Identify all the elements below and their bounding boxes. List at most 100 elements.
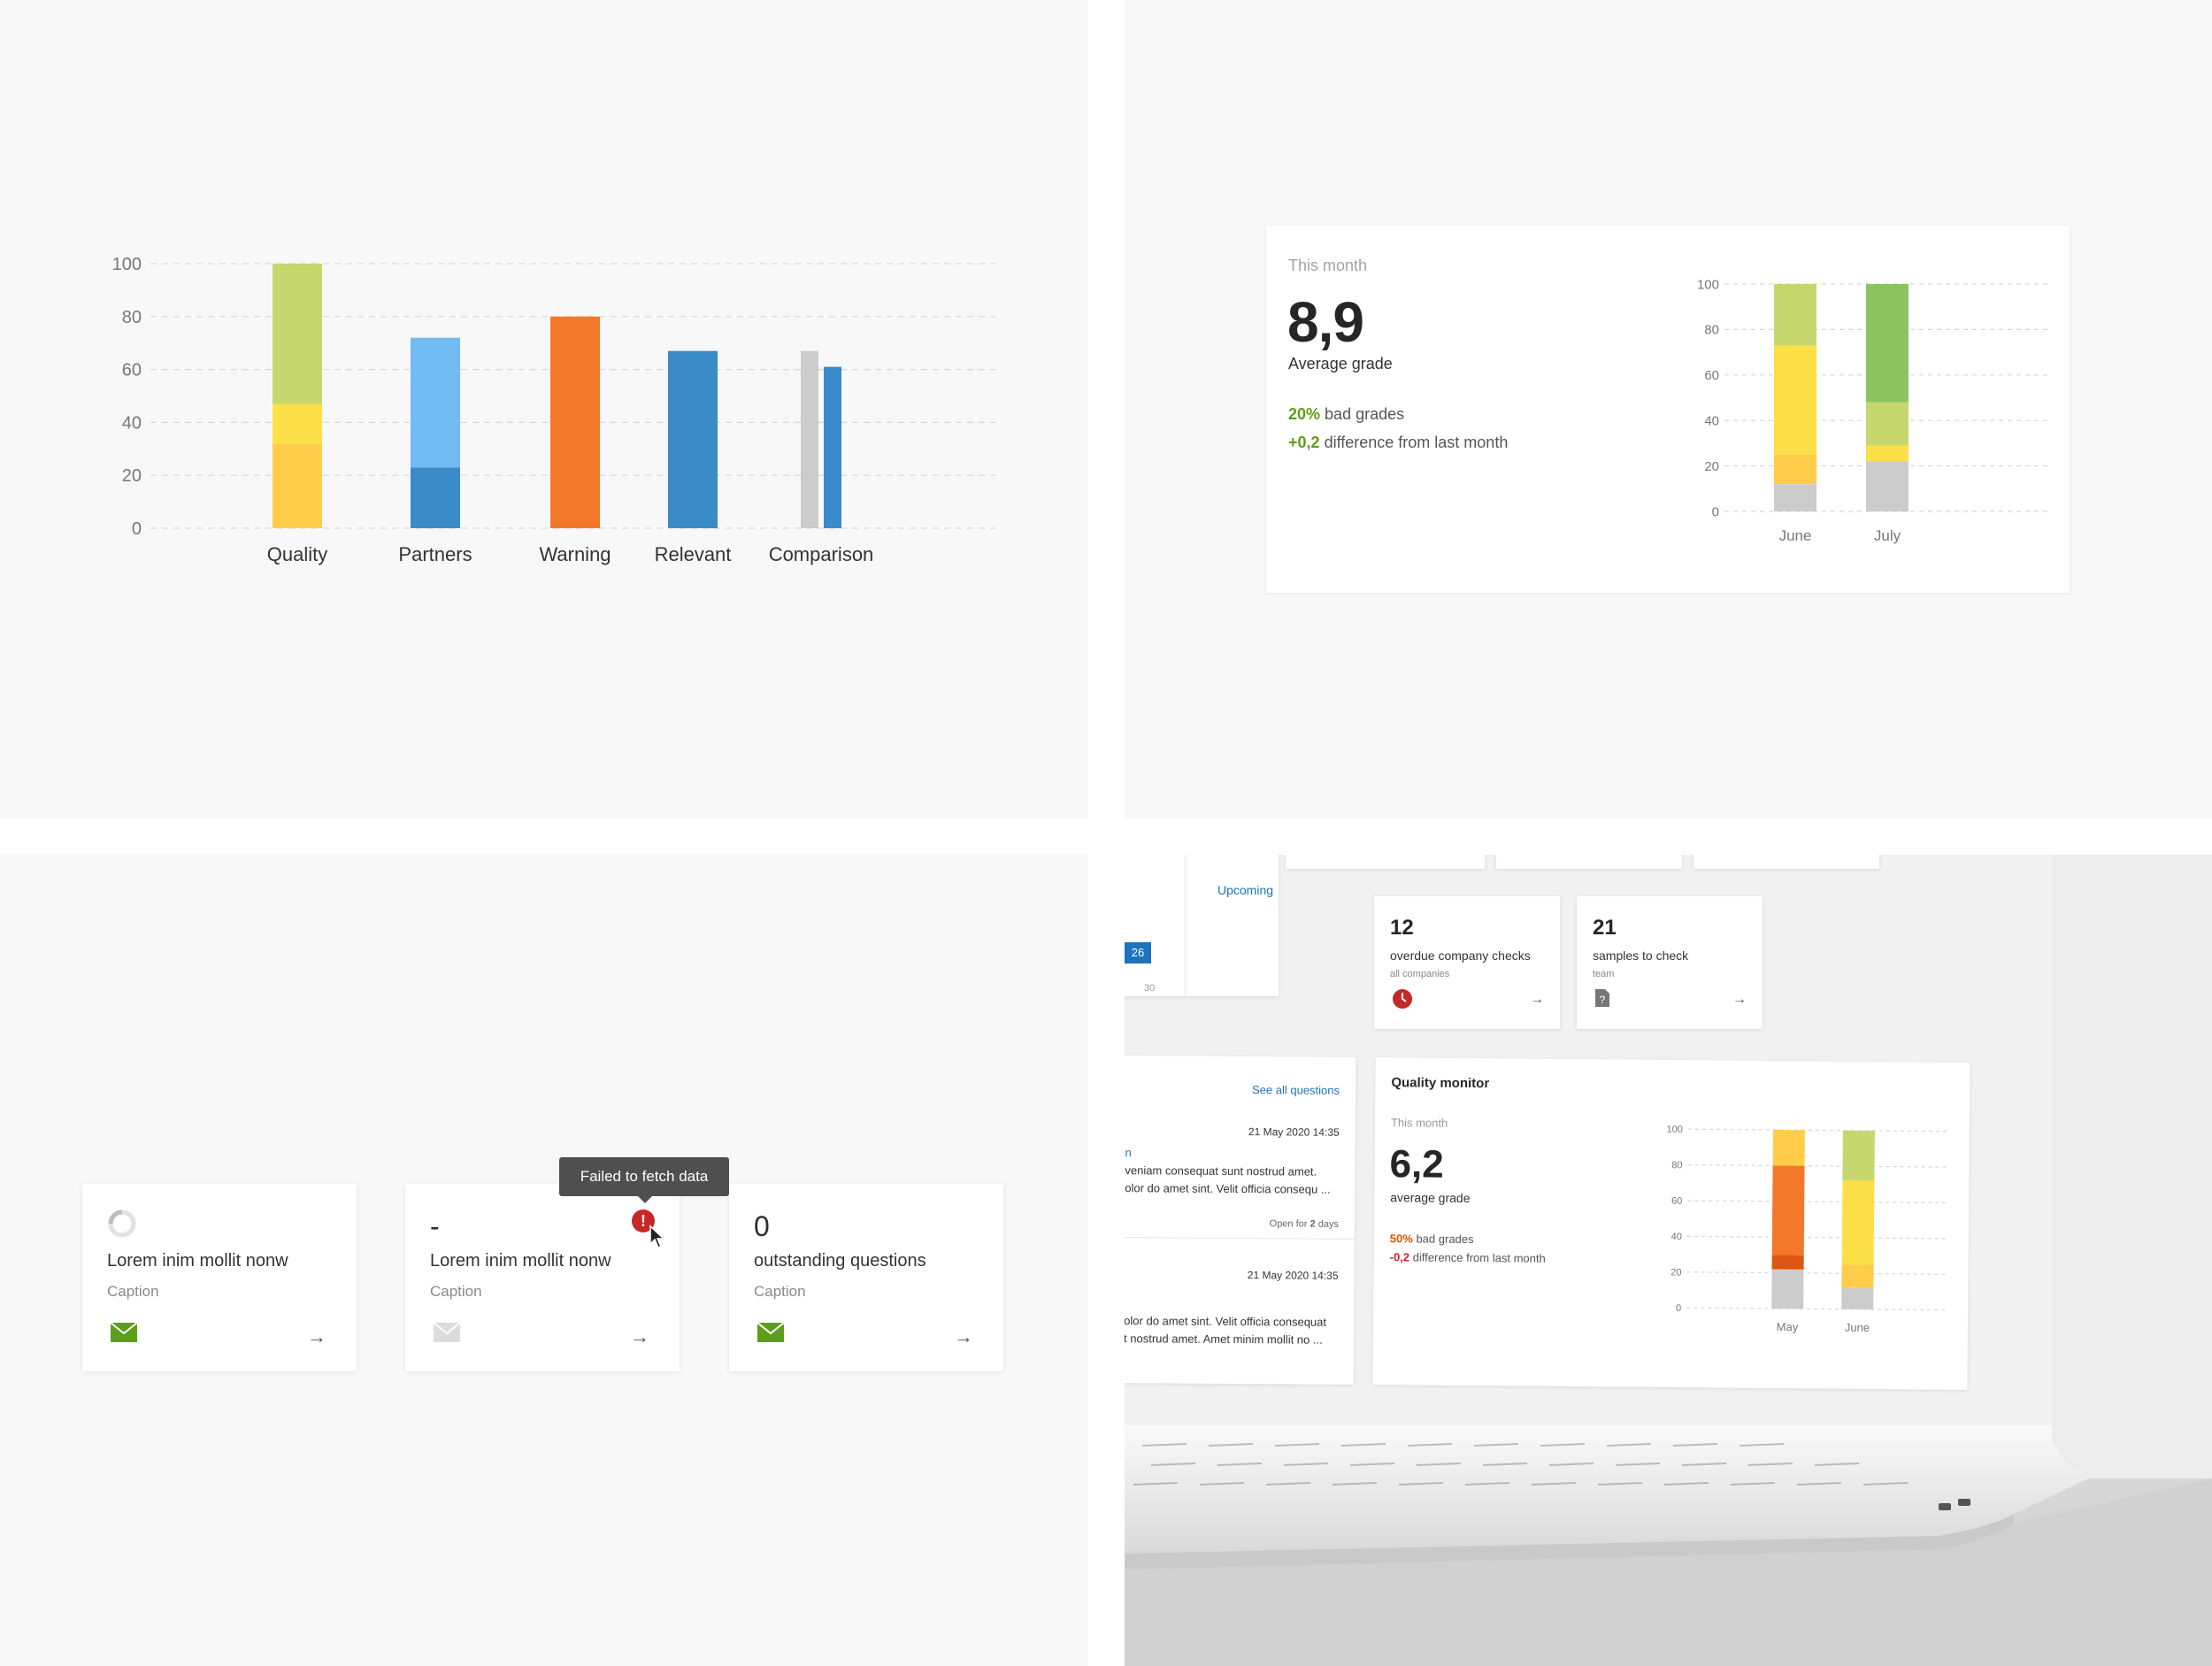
bad-grades-line: 20% bad grades (1288, 405, 1404, 424)
gridline (1687, 1163, 1950, 1168)
card-title: outstanding questions (754, 1251, 926, 1271)
gridline (1686, 1307, 1949, 1311)
x-category-label: Quality (267, 543, 327, 565)
card-value: 0 (754, 1210, 770, 1242)
bar-segment (411, 337, 460, 468)
average-grade-card[interactable]: This month 8,9 Average grade 20% bad gra… (1266, 226, 2070, 593)
overdue-checks-card[interactable]: 12 overdue company checks all companies … (1374, 896, 1560, 1029)
gridline (1686, 1271, 1949, 1275)
open-duration: Open for 2 days (1269, 1218, 1340, 1230)
bar-segment (1841, 1287, 1874, 1309)
mouse-cursor-icon (649, 1225, 665, 1248)
clock-alert-icon (1393, 989, 1412, 1009)
quality-monitor-chart: 0 20 40 60 80 100 May June (1667, 1125, 1950, 1334)
arrow-right-icon[interactable]: → (954, 1325, 973, 1347)
bar-segment (1866, 461, 1909, 511)
y-tick-label: 60 (1704, 368, 1719, 383)
question-date: 21 May 2020 14:35 (1248, 1125, 1340, 1139)
y-tick-label: 0 (132, 519, 142, 539)
bad-grades-line: 50% bad grades (1389, 1232, 1474, 1247)
bad-grades-text: bad grades (1325, 405, 1405, 423)
bar-segment (550, 316, 600, 528)
y-tick-label: 80 (1704, 323, 1719, 338)
x-category-label: July (1874, 527, 1901, 544)
upcoming-link[interactable]: Upcoming (1217, 883, 1274, 897)
quality-monitor-title: Quality monitor (1391, 1075, 1490, 1092)
gridline (1686, 1235, 1949, 1240)
overdue-value: 12 (1390, 916, 1414, 940)
y-tick-label: 0 (1676, 1303, 1681, 1314)
overdue-sub: all companies (1390, 969, 1450, 979)
bar-segment (411, 467, 460, 528)
stub-card (1286, 855, 1485, 869)
gridline (1687, 1128, 1950, 1132)
bar-segment (1774, 345, 1816, 455)
samples-title: samples to check (1593, 948, 1689, 963)
samples-card[interactable]: 21 samples to check team ? → (1577, 896, 1763, 1029)
card-period: This month (1288, 257, 1368, 274)
bar-segment (1866, 445, 1909, 462)
difference-line: +0,2 difference from last month (1288, 434, 1508, 452)
error-tooltip: Failed to fetch data (559, 1157, 729, 1203)
bar-segment (1841, 1180, 1875, 1265)
bad-grades-pct: 20% (1288, 405, 1321, 423)
quality-monitor-value: 6,2 (1389, 1142, 1444, 1186)
samples-sub: team (1593, 969, 1615, 979)
y-tick-label: 100 (1667, 1125, 1683, 1135)
x-category-label: June (1845, 1321, 1870, 1334)
card-title: Lorem inim mollit nonw (430, 1251, 611, 1271)
card-title: Lorem inim mollit nonw (107, 1251, 288, 1271)
bar-segment (668, 350, 718, 528)
x-category-label: June (1779, 527, 1812, 544)
cards-states-panel: Lorem inim mollit nonw Caption → - Lorem… (0, 855, 1088, 1666)
samples-value: 21 (1593, 916, 1617, 940)
stub-card (1694, 855, 1879, 869)
calendar-card: Upcoming (1125, 855, 1279, 996)
bar-segment (273, 403, 322, 444)
arrow-right-icon[interactable]: → (1732, 992, 1747, 1007)
x-category-label: Comparison (769, 543, 874, 565)
question-text: olor do amet sint. Velit officia consequ… (1125, 1314, 1327, 1329)
difference-line: -0,2 difference from last month (1389, 1250, 1546, 1265)
bar-segment (1772, 1129, 1805, 1166)
card-caption: Caption (107, 1283, 159, 1300)
y-tick-label: 20 (122, 466, 142, 486)
see-all-questions-link[interactable]: See all questions (1251, 1083, 1340, 1097)
mail-icon (111, 1323, 137, 1342)
x-category-label: Partners (398, 543, 472, 565)
y-tick-label: 40 (1671, 1232, 1682, 1242)
bar-segment (1774, 484, 1816, 511)
loading-spinner-icon (108, 1209, 136, 1238)
y-tick-label: 0 (1712, 504, 1719, 519)
mail-icon (434, 1323, 460, 1342)
card-caption: Caption (430, 1283, 482, 1300)
outstanding-questions-card[interactable]: 0 outstanding questions Caption → (729, 1184, 1003, 1371)
average-grade-value: 8,9 (1287, 290, 1364, 354)
card-caption: Caption (754, 1283, 806, 1300)
arrow-right-icon[interactable]: → (307, 1325, 326, 1347)
question-author[interactable]: n (1125, 1146, 1132, 1160)
questions-card: See all questions 21 May 2020 14:35 n ve… (1125, 1056, 1356, 1385)
quality-monitor-card[interactable]: Quality monitor This month 6,2 average g… (1372, 1057, 1970, 1390)
bar-segment (1866, 402, 1909, 446)
x-category-label: Warning (539, 543, 611, 565)
bar-segment (1774, 284, 1816, 346)
x-category-label: May (1777, 1320, 1799, 1333)
loading-card[interactable]: Lorem inim mollit nonw Caption → (82, 1184, 357, 1371)
y-tick-label: 20 (1704, 459, 1719, 474)
difference-text: difference from last month (1324, 434, 1509, 451)
category-bar-chart: 0 20 40 60 80 100 Quality Partners Warning Releva… (112, 255, 995, 565)
arrow-right-icon[interactable]: → (1530, 992, 1544, 1007)
average-grade-label: Average grade (1288, 355, 1393, 372)
y-tick-label: 100 (112, 255, 142, 274)
calendar-day[interactable]: 30 (1144, 983, 1156, 994)
calendar-day-selected[interactable]: 26 (1125, 942, 1151, 964)
bar-segment (1866, 284, 1909, 403)
bar-segment (1841, 1264, 1874, 1288)
quality-monitor-label: average grade (1390, 1190, 1471, 1206)
question-date: 21 May 2020 14:35 (1247, 1269, 1339, 1282)
gridline (1687, 1200, 1950, 1204)
bar (801, 350, 818, 528)
card-value: - (430, 1210, 440, 1242)
arrow-right-icon[interactable]: → (630, 1325, 649, 1347)
